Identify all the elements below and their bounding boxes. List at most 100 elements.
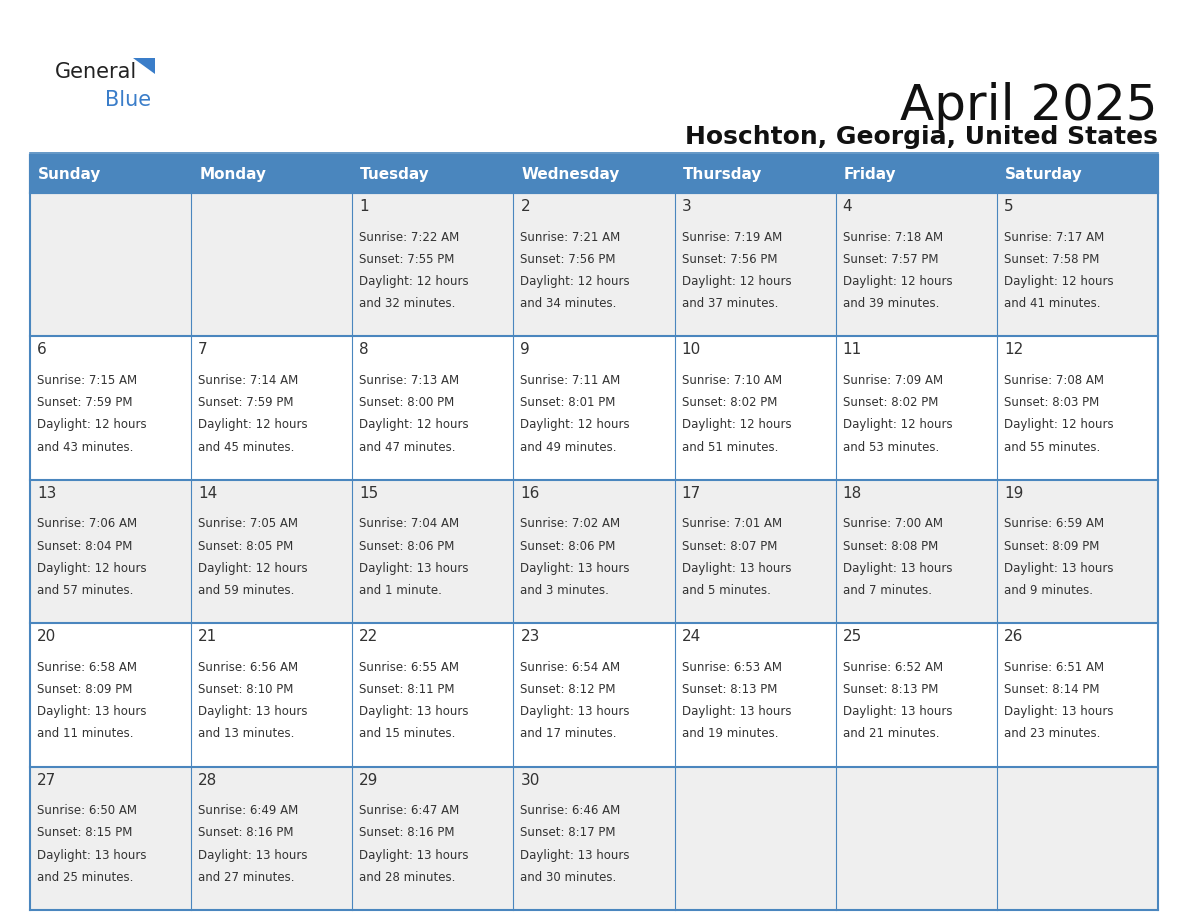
Text: Sunrise: 7:17 AM: Sunrise: 7:17 AM [1004,230,1104,243]
Text: and 59 minutes.: and 59 minutes. [198,584,295,597]
Text: Sunset: 7:59 PM: Sunset: 7:59 PM [198,397,293,409]
Text: 24: 24 [682,629,701,644]
Text: Sunset: 8:09 PM: Sunset: 8:09 PM [1004,540,1099,553]
Text: and 1 minute.: and 1 minute. [359,584,442,597]
Text: Sunrise: 6:47 AM: Sunrise: 6:47 AM [359,804,460,817]
Text: Daylight: 12 hours: Daylight: 12 hours [842,275,953,288]
Bar [353,155,513,193]
Text: 13: 13 [37,486,56,501]
Text: Daylight: 13 hours: Daylight: 13 hours [842,705,953,718]
Text: Daylight: 13 hours: Daylight: 13 hours [520,562,630,575]
Bar [30,155,191,193]
Text: Sunset: 8:03 PM: Sunset: 8:03 PM [1004,397,1099,409]
Text: Sunrise: 7:05 AM: Sunrise: 7:05 AM [198,518,298,531]
Text: Sunrise: 6:55 AM: Sunrise: 6:55 AM [359,661,460,674]
Text: Sunset: 8:00 PM: Sunset: 8:00 PM [359,397,455,409]
Text: Sunset: 8:15 PM: Sunset: 8:15 PM [37,826,132,839]
Text: Sunrise: 6:52 AM: Sunrise: 6:52 AM [842,661,943,674]
Text: General: General [55,62,138,82]
Bar [191,155,353,193]
Text: Sunrise: 7:15 AM: Sunrise: 7:15 AM [37,374,137,387]
Text: 10: 10 [682,342,701,357]
Text: Sunrise: 7:19 AM: Sunrise: 7:19 AM [682,230,782,243]
Text: Sunset: 8:07 PM: Sunset: 8:07 PM [682,540,777,553]
Text: and 23 minutes.: and 23 minutes. [1004,727,1100,741]
Text: and 43 minutes.: and 43 minutes. [37,441,133,453]
Text: Sunset: 8:08 PM: Sunset: 8:08 PM [842,540,939,553]
Text: Sunset: 8:13 PM: Sunset: 8:13 PM [682,683,777,696]
Text: and 7 minutes.: and 7 minutes. [842,584,931,597]
Text: Sunset: 8:06 PM: Sunset: 8:06 PM [520,540,615,553]
Text: 18: 18 [842,486,862,501]
Text: and 5 minutes.: and 5 minutes. [682,584,771,597]
Text: and 45 minutes.: and 45 minutes. [198,441,295,453]
Text: and 15 minutes.: and 15 minutes. [359,727,456,741]
Text: Daylight: 12 hours: Daylight: 12 hours [198,419,308,431]
Text: 3: 3 [682,199,691,214]
Text: 7: 7 [198,342,208,357]
Text: and 21 minutes.: and 21 minutes. [842,727,940,741]
Text: 16: 16 [520,486,539,501]
Text: Sunset: 8:17 PM: Sunset: 8:17 PM [520,826,615,839]
Text: 26: 26 [1004,629,1023,644]
Text: Thursday: Thursday [683,166,762,182]
Text: 25: 25 [842,629,862,644]
Text: Sunrise: 6:54 AM: Sunrise: 6:54 AM [520,661,620,674]
Text: Daylight: 12 hours: Daylight: 12 hours [682,275,791,288]
Text: 1: 1 [359,199,369,214]
Text: and 37 minutes.: and 37 minutes. [682,297,778,310]
Text: Daylight: 12 hours: Daylight: 12 hours [682,419,791,431]
Text: 22: 22 [359,629,379,644]
Text: 30: 30 [520,773,539,788]
Bar [30,193,1158,336]
Text: Sunday: Sunday [38,166,101,182]
Text: Daylight: 12 hours: Daylight: 12 hours [842,419,953,431]
Text: Sunrise: 7:08 AM: Sunrise: 7:08 AM [1004,374,1104,387]
Text: Daylight: 13 hours: Daylight: 13 hours [198,848,308,862]
Text: Sunrise: 6:51 AM: Sunrise: 6:51 AM [1004,661,1104,674]
Text: Daylight: 12 hours: Daylight: 12 hours [359,419,469,431]
Text: and 13 minutes.: and 13 minutes. [198,727,295,741]
Text: Saturday: Saturday [1005,166,1082,182]
Bar [513,155,675,193]
Text: Daylight: 13 hours: Daylight: 13 hours [520,705,630,718]
Text: Sunrise: 7:13 AM: Sunrise: 7:13 AM [359,374,460,387]
Bar [30,480,1158,623]
Polygon shape [133,58,154,74]
Text: Sunset: 7:59 PM: Sunset: 7:59 PM [37,397,133,409]
Text: Sunset: 8:06 PM: Sunset: 8:06 PM [359,540,455,553]
Text: and 51 minutes.: and 51 minutes. [682,441,778,453]
Text: Daylight: 13 hours: Daylight: 13 hours [359,705,469,718]
Text: Friday: Friday [843,166,897,182]
Text: Daylight: 13 hours: Daylight: 13 hours [682,705,791,718]
Text: Daylight: 12 hours: Daylight: 12 hours [359,275,469,288]
Text: Daylight: 13 hours: Daylight: 13 hours [682,562,791,575]
Text: Sunset: 8:01 PM: Sunset: 8:01 PM [520,397,615,409]
Text: 23: 23 [520,629,539,644]
Text: Wednesday: Wednesday [522,166,620,182]
Text: Daylight: 12 hours: Daylight: 12 hours [1004,275,1113,288]
Text: Sunset: 8:02 PM: Sunset: 8:02 PM [682,397,777,409]
Text: and 57 minutes.: and 57 minutes. [37,584,133,597]
Text: 9: 9 [520,342,530,357]
Text: Sunset: 8:09 PM: Sunset: 8:09 PM [37,683,132,696]
Text: Sunrise: 6:46 AM: Sunrise: 6:46 AM [520,804,620,817]
Text: Daylight: 13 hours: Daylight: 13 hours [1004,562,1113,575]
Text: Sunrise: 7:00 AM: Sunrise: 7:00 AM [842,518,943,531]
Text: Sunrise: 7:10 AM: Sunrise: 7:10 AM [682,374,782,387]
Text: 29: 29 [359,773,379,788]
Text: 12: 12 [1004,342,1023,357]
Text: and 47 minutes.: and 47 minutes. [359,441,456,453]
Bar [30,767,1158,910]
Text: and 27 minutes.: and 27 minutes. [198,871,295,884]
Text: and 34 minutes.: and 34 minutes. [520,297,617,310]
Text: Daylight: 12 hours: Daylight: 12 hours [198,562,308,575]
Text: Sunrise: 7:09 AM: Sunrise: 7:09 AM [842,374,943,387]
Text: and 19 minutes.: and 19 minutes. [682,727,778,741]
Text: Sunset: 8:04 PM: Sunset: 8:04 PM [37,540,132,553]
Text: Daylight: 12 hours: Daylight: 12 hours [520,419,630,431]
Text: and 30 minutes.: and 30 minutes. [520,871,617,884]
Text: 19: 19 [1004,486,1023,501]
Text: Daylight: 13 hours: Daylight: 13 hours [37,848,146,862]
Text: Daylight: 13 hours: Daylight: 13 hours [842,562,953,575]
